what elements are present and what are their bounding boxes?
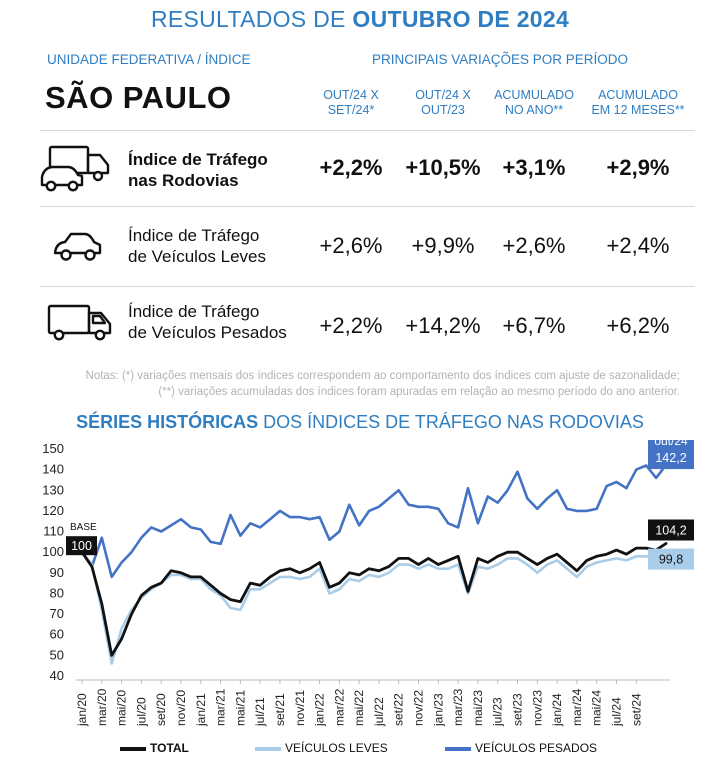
end-label-light: 99,8 <box>659 553 683 567</box>
y-tick-label: 40 <box>50 668 64 683</box>
column-header-yearly: OUT/24 X OUT/23 <box>415 88 471 117</box>
row-label: Índice de Tráfego nas Rodovias <box>128 150 268 190</box>
y-tick-label: 70 <box>50 606 64 621</box>
value-monthly: +2,6% <box>319 233 383 258</box>
value-ytd: +3,1% <box>502 155 566 180</box>
legend-swatch <box>445 746 471 751</box>
row-label: Índice de Tráfego de Veículos Leves <box>128 226 266 266</box>
value-yearly: +10,5% <box>405 155 481 180</box>
x-tick-label: set/21 <box>273 693 287 726</box>
value-12m: +6,2% <box>606 313 670 338</box>
y-tick-label: 110 <box>43 524 64 539</box>
x-tick-label: jul/22 <box>372 697 386 727</box>
title-period: OUTUBRO DE 2024 <box>352 6 570 32</box>
x-tick-label: mai/24 <box>590 690 604 726</box>
y-tick-label: 90 <box>50 565 64 580</box>
footnotes: Notas: (*) variações mensais dos índices… <box>60 368 680 400</box>
value-12m: +2,9% <box>606 155 670 180</box>
x-tick-label: jan/24 <box>550 693 564 727</box>
x-tick-label: mar/21 <box>214 688 228 726</box>
y-tick-label: 50 <box>50 647 64 662</box>
legend-item-heavy: VEÍCULOS PESADOS <box>445 741 597 755</box>
footnote-2: (**) variações acumuladas dos índices fo… <box>158 386 680 398</box>
legend-item-total: TOTAL <box>120 741 189 755</box>
y-tick-label: 120 <box>42 503 64 518</box>
row-total: Índice de Tráfego nas Rodovias +2,2% +10,… <box>40 130 695 207</box>
page-title: RESULTADOS DE OUTUBRO DE 2024 <box>0 6 720 33</box>
row-light-vehicles: Índice de Tráfego de Veículos Leves +2,6%… <box>40 206 695 287</box>
end-label-box-light <box>648 548 694 570</box>
end-label-total: 104,2 <box>655 524 686 538</box>
x-tick-label: nov/21 <box>293 690 307 726</box>
x-tick-label: jan/21 <box>194 693 208 727</box>
x-tick-label: nov/22 <box>412 690 426 726</box>
value-12m: +2,4% <box>606 233 670 258</box>
y-tick-label: 140 <box>42 462 64 477</box>
row-heavy-vehicles: Índice de Tráfego de Veículos Pesados +2,… <box>40 286 695 363</box>
y-tick-label: 130 <box>42 482 64 497</box>
state-name: SÃO PAULO <box>45 80 232 115</box>
title-prefix: RESULTADOS DE <box>150 6 353 32</box>
column-header-12m: ACUMULADO EM 12 MESES** <box>591 88 685 117</box>
series-line-light <box>80 550 668 665</box>
x-tick-label: mar/22 <box>332 688 346 726</box>
truck-icon <box>47 304 112 341</box>
y-tick-label: 60 <box>50 627 64 642</box>
value-monthly: +2,2% <box>319 155 383 180</box>
end-label-box-heavy <box>648 440 694 470</box>
end-label-heavy: 142,2 <box>655 451 686 465</box>
state-index-label: UNIDADE FEDERATIVA / ÍNDICE <box>47 52 251 67</box>
row-label: Índice de Tráfego de Veículos Pesados <box>128 302 287 342</box>
footnote-1: Notas: (*) variações mensais dos índices… <box>85 370 680 382</box>
x-tick-label: set/20 <box>154 693 168 726</box>
traffic-index-chart: 40 50 60 70 80 90 100 110 120 130 140 150 jan/20 mar/… <box>42 440 694 727</box>
x-tick-label: mai/23 <box>471 690 485 726</box>
column-header-ytd: ACUMULADO NO ANO** <box>494 88 574 117</box>
x-tick-label: mar/24 <box>570 688 584 726</box>
x-tick-label: set/23 <box>511 693 525 726</box>
x-tick-label: mai/20 <box>115 690 129 726</box>
truck-and-car-icon <box>40 145 110 192</box>
end-label-heavy-month: out/24 <box>654 440 688 448</box>
column-header-monthly: OUT/24 X SET/24* <box>323 88 379 117</box>
base-label: BASE <box>70 522 97 533</box>
x-tick-label: nov/20 <box>174 690 188 726</box>
x-tick-label: mar/23 <box>451 688 465 726</box>
car-icon <box>53 232 102 261</box>
y-tick-label: 100 <box>42 544 64 559</box>
x-tick-label: jul/21 <box>253 697 267 727</box>
x-tick-label: jan/22 <box>313 693 327 727</box>
x-tick-label: jul/24 <box>610 697 624 727</box>
value-monthly: +2,2% <box>319 313 383 338</box>
y-tick-label: 80 <box>50 585 64 600</box>
value-yearly: +14,2% <box>405 313 481 338</box>
y-tick-label: 150 <box>42 441 64 456</box>
x-tick-label: set/22 <box>392 693 406 726</box>
x-tick-label: mar/20 <box>95 688 109 726</box>
x-tick-label: jan/23 <box>431 693 445 727</box>
legend-swatch <box>120 746 146 751</box>
base-value-label: 100 <box>71 539 92 553</box>
value-ytd: +2,6% <box>502 233 566 258</box>
chart-title: SÉRIES HISTÓRICAS DOS ÍNDICES DE TRÁFEGO… <box>76 412 644 432</box>
x-tick-label: mai/22 <box>352 690 366 726</box>
x-tick-label: set/24 <box>629 693 643 726</box>
x-tick-label: jan/20 <box>75 693 89 727</box>
x-tick-label: jul/23 <box>491 697 505 727</box>
base-value-box <box>66 536 97 556</box>
value-ytd: +6,7% <box>502 313 566 338</box>
series-line-heavy <box>80 463 668 579</box>
x-tick-label: jul/20 <box>134 697 148 727</box>
x-tick-label: mai/21 <box>233 690 247 726</box>
series-line-total <box>80 542 668 657</box>
legend-swatch <box>255 746 281 751</box>
variations-label: PRINCIPAIS VARIAÇÕES POR PERÍODO <box>372 52 629 67</box>
value-yearly: +9,9% <box>411 233 475 258</box>
x-tick-label: nov/23 <box>530 690 544 726</box>
legend-item-light: VEÍCULOS LEVES <box>255 741 388 755</box>
end-label-box-total <box>648 519 694 541</box>
